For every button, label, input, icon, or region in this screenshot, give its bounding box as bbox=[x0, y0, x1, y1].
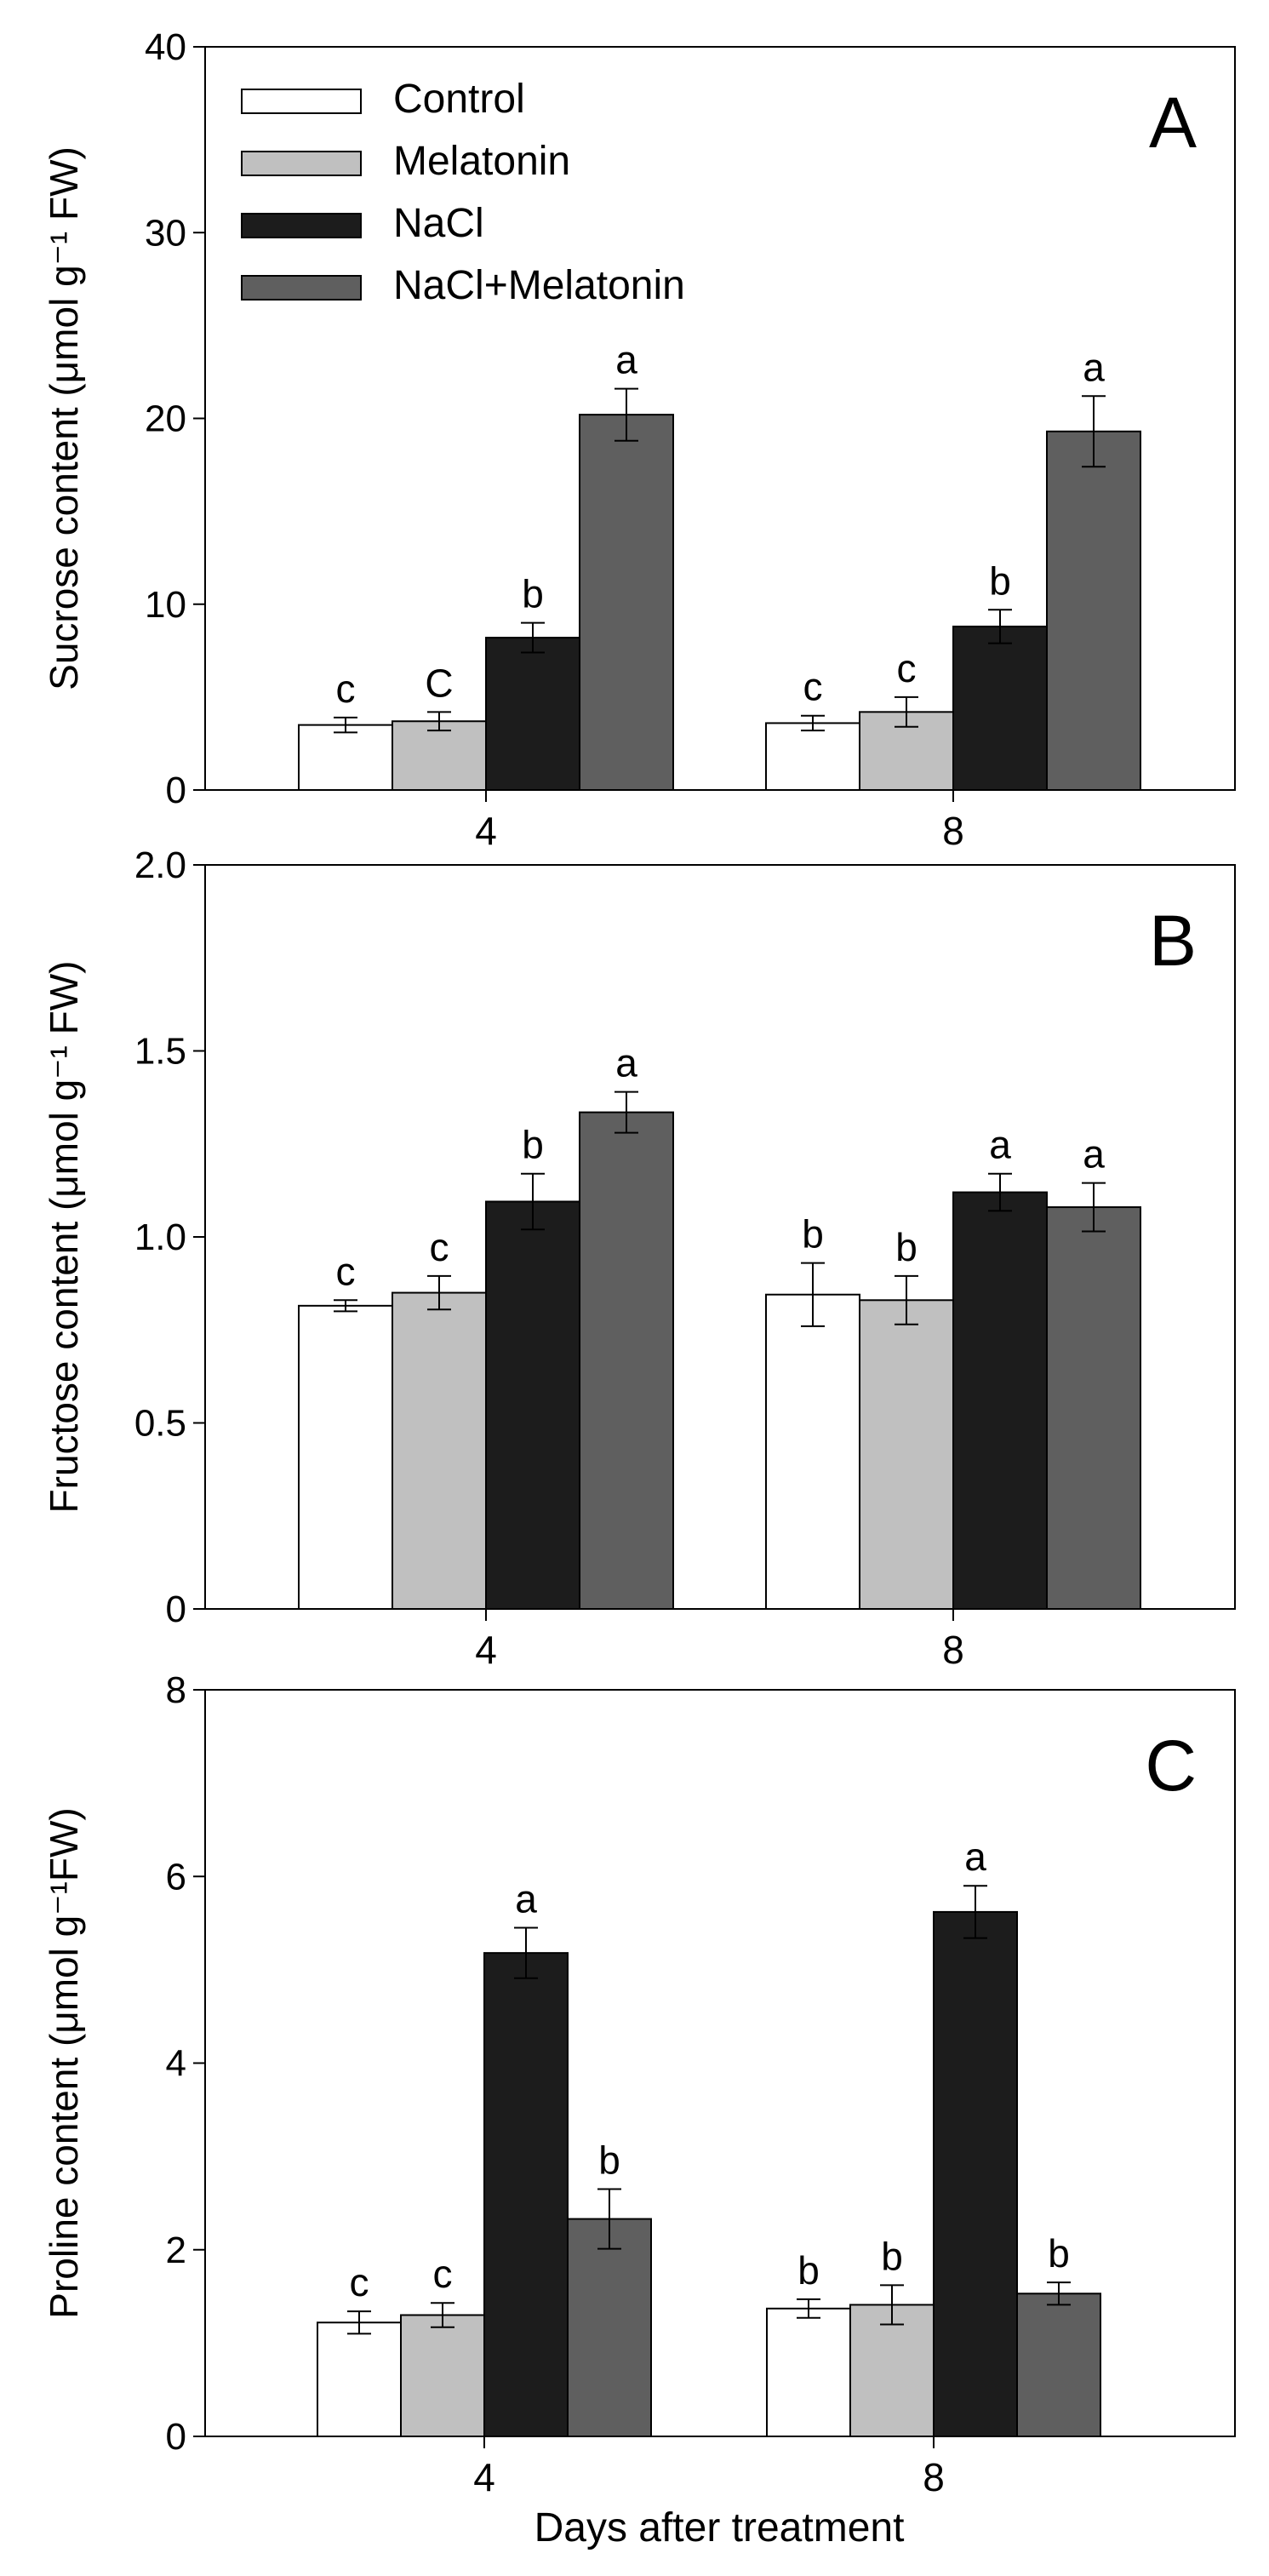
significance-letter: c bbox=[336, 667, 356, 711]
bar-nacl bbox=[952, 625, 1048, 791]
y-tick-label: 1.0 bbox=[134, 1216, 186, 1258]
significance-letter: a bbox=[989, 1123, 1011, 1167]
significance-letter: a bbox=[615, 1041, 637, 1085]
panel-letter: C bbox=[1145, 1726, 1197, 1806]
y-tick-label: 6 bbox=[166, 1856, 186, 1898]
x-axis-label: Days after treatment bbox=[534, 2505, 905, 2550]
bar-nacl bbox=[952, 1191, 1048, 1611]
significance-letter: b bbox=[522, 1123, 544, 1167]
significance-letter: a bbox=[1083, 345, 1105, 389]
significance-letter: a bbox=[515, 1877, 537, 1921]
significance-letter: b bbox=[598, 2138, 620, 2182]
significance-letter: c bbox=[897, 646, 917, 690]
bar-melatonin bbox=[849, 2304, 935, 2437]
legend-swatch bbox=[241, 275, 362, 301]
y-tick-label: 0 bbox=[166, 2416, 186, 2458]
significance-letter: b bbox=[522, 572, 544, 616]
panel-B: 0 0.5 1.0 1.5 2.0 Fructose content (μmol g⁻¹ … bbox=[42, 844, 1236, 1672]
x-tick-label: 4 bbox=[473, 2455, 495, 2499]
bar-nacl bbox=[485, 1200, 580, 1610]
panel-letter: B bbox=[1149, 901, 1197, 981]
bar-nacl-melatonin bbox=[1046, 1206, 1141, 1611]
significance-letter: a bbox=[615, 338, 637, 382]
significance-letter: c bbox=[803, 665, 823, 709]
significance-letter: b bbox=[1048, 2231, 1070, 2275]
y-axis-label: Proline content (μmol g⁻¹FW) bbox=[42, 1807, 86, 2318]
significance-letter: b bbox=[989, 558, 1011, 603]
bar-nacl-melatonin bbox=[1046, 430, 1141, 791]
bar-nacl-melatonin bbox=[1016, 2293, 1101, 2437]
significance-letter: b bbox=[802, 1212, 824, 1257]
significance-letter: c bbox=[350, 2260, 369, 2304]
y-tick-label: 1.5 bbox=[134, 1031, 186, 1073]
x-tick-label: 8 bbox=[942, 1628, 964, 1672]
bar-control bbox=[765, 722, 860, 791]
significance-letter: C bbox=[425, 661, 453, 705]
y-tick-label: 0.5 bbox=[134, 1403, 186, 1445]
significance-letter: c bbox=[433, 2252, 453, 2296]
x-tick-label: 8 bbox=[923, 2455, 945, 2499]
legend-label: Melatonin bbox=[393, 139, 570, 184]
legend-label: NaCl bbox=[393, 201, 484, 246]
y-tick-label: 8 bbox=[166, 1669, 186, 1711]
bar-control bbox=[298, 724, 393, 791]
x-tick-label: 4 bbox=[475, 809, 497, 853]
bar-melatonin bbox=[392, 1291, 487, 1611]
bar-melatonin bbox=[400, 2314, 485, 2438]
panel-C: 0 2 4 6 8 Proline content (μmol g⁻¹FW) C 4 c c a b 8… bbox=[42, 1669, 1236, 2499]
significance-letter: b bbox=[881, 2234, 903, 2278]
x-tick-label: 4 bbox=[475, 1628, 497, 1672]
y-tick-label: 20 bbox=[145, 398, 186, 440]
legend-swatch bbox=[241, 151, 362, 176]
panel-letter: A bbox=[1149, 83, 1197, 163]
bar-nacl bbox=[485, 637, 580, 791]
panel-A: 0 10 20 30 40 Sucrose content (μmol g⁻¹ FW) A 4… bbox=[42, 26, 1236, 853]
y-tick-label: 40 bbox=[145, 26, 186, 68]
y-axis-label: Fructose content (μmol g⁻¹ FW) bbox=[42, 961, 86, 1514]
legend-swatch bbox=[241, 89, 362, 114]
bar-melatonin bbox=[392, 720, 487, 791]
bar-nacl-melatonin bbox=[579, 1111, 674, 1610]
bar-control bbox=[317, 2321, 402, 2438]
significance-letter: c bbox=[336, 1249, 356, 1293]
y-tick-label: 0 bbox=[166, 770, 186, 811]
x-tick-label: 8 bbox=[942, 809, 964, 853]
y-tick-label: 10 bbox=[145, 584, 186, 626]
bar-nacl bbox=[933, 1910, 1018, 2437]
significance-letter: a bbox=[964, 1835, 986, 1879]
bar-nacl-melatonin bbox=[567, 2218, 652, 2437]
bar-nacl bbox=[483, 1952, 569, 2438]
y-tick-label: 30 bbox=[145, 212, 186, 254]
y-tick-label: 4 bbox=[166, 2043, 186, 2085]
bar-control bbox=[766, 2307, 851, 2437]
bar-melatonin bbox=[859, 1299, 954, 1611]
y-tick-label: 2 bbox=[166, 2230, 186, 2271]
significance-letter: c bbox=[430, 1225, 449, 1269]
y-tick-label: 2.0 bbox=[134, 844, 186, 886]
significance-letter: b bbox=[797, 2248, 820, 2293]
significance-letter: a bbox=[1083, 1132, 1105, 1176]
bar-control bbox=[298, 1304, 393, 1610]
bar-control bbox=[765, 1293, 860, 1610]
y-tick-label: 0 bbox=[166, 1589, 186, 1630]
bar-nacl-melatonin bbox=[579, 414, 674, 791]
legend-label: NaCl+Melatonin bbox=[393, 263, 685, 308]
legend-swatch bbox=[241, 213, 362, 238]
y-axis-label: Sucrose content (μmol g⁻¹ FW) bbox=[42, 146, 86, 690]
significance-letter: b bbox=[895, 1225, 917, 1269]
legend-label: Control bbox=[393, 77, 525, 122]
